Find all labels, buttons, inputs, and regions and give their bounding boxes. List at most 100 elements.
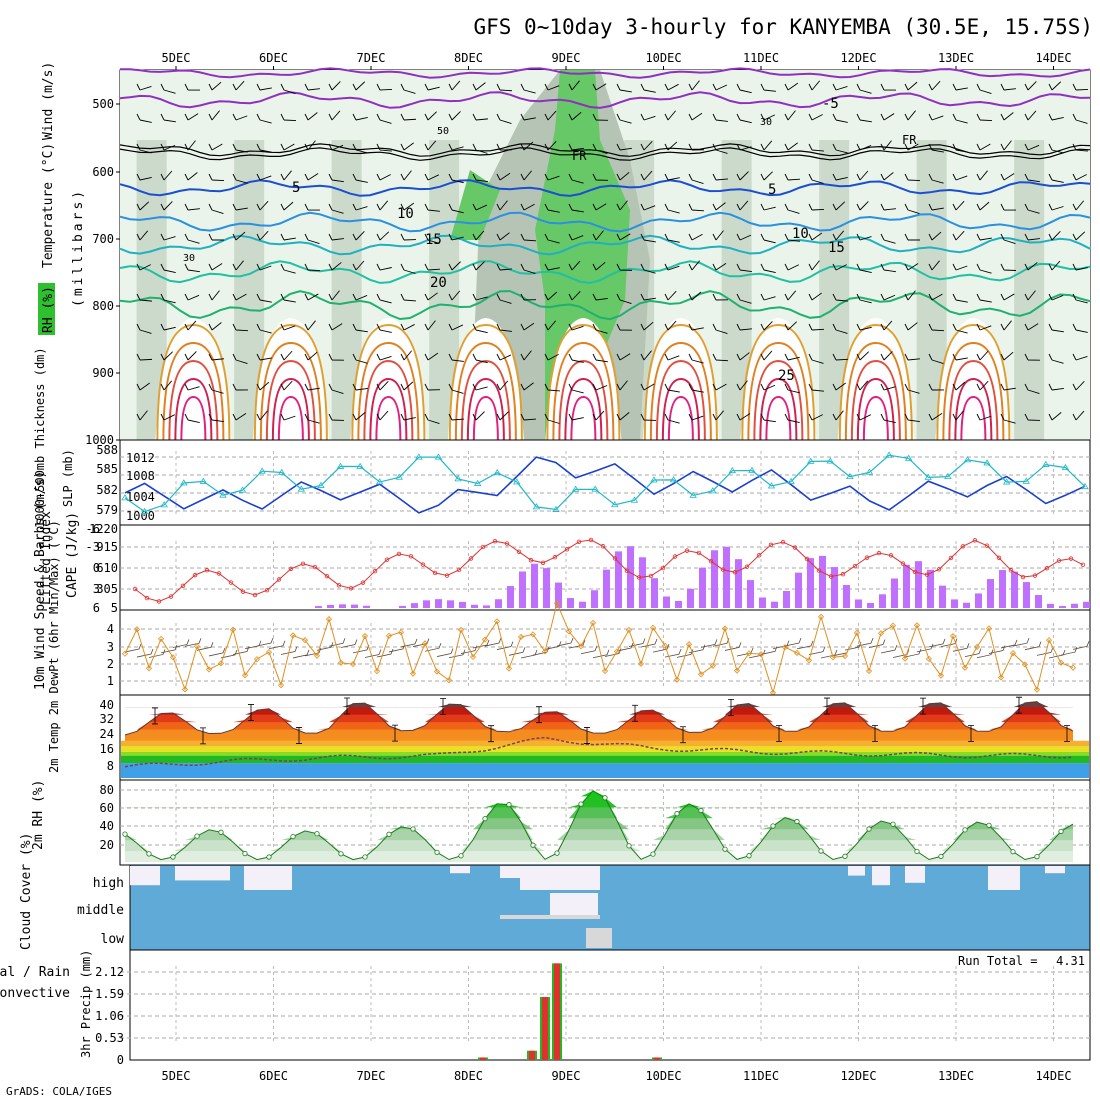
wind-barb: [496, 113, 512, 124]
cape-bar: [615, 551, 622, 608]
cape-bar: [1059, 605, 1066, 608]
wind10-barb: [808, 646, 826, 656]
contour-label-fr: FR: [572, 149, 587, 163]
wind-barb: [856, 323, 872, 331]
rh-marker: [842, 853, 848, 859]
wind-barb: [352, 173, 368, 183]
wind10-barb: [172, 639, 190, 648]
temperature-legend-label: Temperature (°C): [41, 143, 56, 268]
wind-barb: [520, 83, 536, 94]
rh-marker: [1034, 854, 1040, 860]
contour-label-5: 5: [292, 180, 300, 196]
wind-barb: [256, 200, 269, 211]
li-marker: [876, 550, 882, 556]
wind-barb: [448, 261, 461, 271]
wind-barb: [664, 290, 677, 301]
wind-barb: [376, 353, 392, 361]
cloud-gaps: [130, 866, 1065, 948]
temp-band: [121, 763, 1089, 778]
wind-barb: [664, 173, 680, 181]
wind-barb: [352, 412, 366, 421]
wind-barb: [376, 173, 391, 181]
cloud-label: Cloud Cover (%): [19, 833, 34, 950]
wind-barb: [880, 351, 893, 361]
wind-barb: [1048, 293, 1064, 301]
wind-barb: [280, 263, 296, 274]
li-marker: [444, 573, 450, 578]
wind-barb: [1000, 413, 1016, 424]
temperature-contours: [119, 67, 1091, 441]
wind-barb: [208, 143, 223, 151]
wind-barb: [232, 383, 249, 391]
wind-barb: [664, 233, 680, 243]
cape-bar: [819, 555, 826, 608]
contour-label-25: 25: [778, 368, 795, 384]
thickness-marker: [297, 485, 306, 492]
cape-axis: -6 -3 0 3 6 1220 915 610 305 5: [86, 522, 118, 615]
wind-barb: [280, 323, 296, 331]
wind-barb: [760, 383, 776, 391]
cape-bar: [1023, 582, 1030, 608]
cape-bar: [915, 561, 922, 608]
wind-barb: [400, 350, 412, 361]
rh-marker: [242, 850, 248, 857]
precip-axis: 2.12 1.59 1.06 0.53 0: [95, 965, 124, 1067]
rh-marker: [602, 795, 608, 801]
wind10-marker: [1033, 686, 1041, 693]
axis-tick-label: 1220: [89, 522, 118, 536]
wind-barb: [280, 201, 294, 211]
date-label-bottom: 11DEC: [743, 1069, 779, 1083]
temp-minmax-bar: [680, 726, 686, 744]
wind-barb: [304, 351, 318, 361]
wind-barb: [760, 171, 773, 181]
wind-barb: [856, 263, 872, 273]
wind-barb: [568, 173, 584, 184]
wind-barb: [184, 83, 201, 91]
wind10-barb: [136, 648, 154, 658]
wind-barb: [1024, 110, 1037, 121]
bl-temperature-loop: [460, 359, 511, 441]
wind10-barb: [856, 638, 874, 647]
wind-barb: [664, 413, 680, 424]
wind10-marker: [805, 657, 813, 664]
wind10-marker: [577, 643, 585, 650]
wind-barb: [136, 323, 152, 334]
precip-panel: 2.12 1.59 1.06 0.53 0 Run Total = 4.31 Total…: [0, 949, 1091, 1067]
wind-barb: [784, 142, 798, 151]
wind-barb: [496, 232, 510, 241]
cape-bar: [675, 600, 682, 608]
cloud-low-label: low: [101, 932, 125, 947]
wind-barb: [232, 353, 248, 364]
date-label-bottom: 14DEC: [1035, 1069, 1071, 1083]
rh-marker: [866, 826, 872, 832]
cape-bar: [327, 604, 334, 608]
wind10-barb: [388, 643, 406, 653]
wind-barb: [448, 413, 464, 421]
axis-tick-label: 2.12: [95, 965, 124, 979]
wind-barb: [688, 233, 703, 241]
li-marker: [180, 583, 186, 589]
wind-barb: [160, 263, 176, 273]
wind10-barb: [280, 646, 298, 655]
rh-axis: 80 60 40 20: [100, 783, 114, 852]
wind-barb: [1000, 263, 1017, 271]
wind10-barb: [436, 648, 454, 657]
wind10-barb: [268, 640, 286, 650]
wind-barb: [376, 381, 389, 391]
wind-barb: [616, 323, 633, 331]
axis-tick-label: 20: [100, 838, 114, 852]
bl-temperature-loop: [363, 359, 414, 441]
li-marker: [900, 561, 906, 566]
li-marker: [516, 549, 522, 554]
wind-barb: [784, 321, 797, 331]
li-marker: [948, 555, 954, 561]
wind10-marker: [301, 637, 309, 644]
cloud-mid-grey: [500, 915, 600, 919]
wind-barb: [328, 323, 343, 331]
wind-barb: [640, 113, 656, 121]
bl-temperature-loop: [357, 341, 420, 441]
wind-barb: [760, 233, 776, 244]
wind-barb: [184, 293, 200, 301]
wind-barb: [568, 111, 582, 121]
wind-barb: [760, 263, 776, 274]
